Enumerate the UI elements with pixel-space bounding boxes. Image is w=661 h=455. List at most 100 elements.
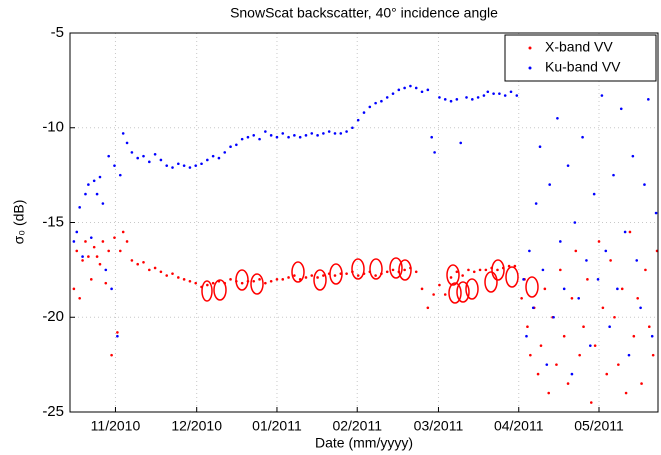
point bbox=[455, 98, 459, 101]
point bbox=[640, 382, 643, 385]
point bbox=[552, 315, 555, 319]
point bbox=[566, 164, 570, 167]
point bbox=[153, 266, 157, 270]
point bbox=[385, 270, 389, 274]
point bbox=[650, 334, 654, 338]
point bbox=[414, 86, 418, 90]
point bbox=[142, 154, 145, 158]
ellipse bbox=[250, 273, 264, 295]
point bbox=[310, 274, 314, 277]
point bbox=[548, 183, 551, 186]
point bbox=[385, 96, 389, 99]
point bbox=[639, 306, 642, 310]
point bbox=[101, 202, 105, 205]
point bbox=[89, 236, 93, 239]
point bbox=[430, 135, 433, 139]
point bbox=[631, 154, 635, 158]
point bbox=[130, 259, 134, 262]
point bbox=[498, 92, 501, 95]
point bbox=[287, 135, 290, 139]
point bbox=[528, 249, 531, 253]
point bbox=[75, 249, 79, 253]
point bbox=[391, 268, 395, 272]
point bbox=[264, 281, 267, 285]
point bbox=[159, 158, 163, 162]
point bbox=[107, 154, 110, 158]
point bbox=[121, 132, 125, 135]
y-tick-label: -10 bbox=[42, 119, 64, 136]
point bbox=[525, 334, 528, 338]
point bbox=[471, 98, 474, 101]
point bbox=[414, 270, 418, 274]
point bbox=[304, 276, 308, 279]
point bbox=[281, 278, 285, 281]
point bbox=[275, 135, 279, 139]
ellipse bbox=[505, 266, 519, 288]
point bbox=[81, 259, 84, 262]
point bbox=[104, 281, 108, 285]
point bbox=[461, 274, 464, 277]
point bbox=[136, 156, 139, 160]
point bbox=[409, 84, 412, 88]
point bbox=[596, 278, 600, 281]
point bbox=[509, 90, 513, 94]
ellipse bbox=[456, 281, 470, 303]
point bbox=[543, 287, 547, 291]
point bbox=[556, 116, 559, 120]
point bbox=[356, 274, 360, 277]
point bbox=[581, 135, 584, 139]
y-tick-label: -20 bbox=[42, 308, 64, 325]
point bbox=[617, 363, 620, 366]
point bbox=[635, 259, 639, 262]
point bbox=[298, 135, 302, 139]
point bbox=[223, 151, 227, 154]
plot-frame bbox=[69, 32, 659, 413]
point bbox=[87, 255, 90, 258]
point bbox=[632, 334, 636, 338]
point bbox=[194, 281, 198, 285]
point bbox=[72, 240, 76, 243]
point bbox=[316, 134, 319, 137]
ellipse bbox=[446, 264, 460, 286]
point bbox=[116, 334, 119, 338]
point bbox=[589, 344, 592, 347]
point bbox=[628, 230, 632, 234]
point bbox=[574, 249, 578, 253]
point bbox=[258, 278, 261, 281]
point bbox=[177, 162, 180, 166]
x-tick-label: 03/2011 bbox=[414, 418, 464, 434]
point bbox=[403, 86, 406, 90]
point bbox=[613, 315, 616, 319]
point bbox=[153, 152, 157, 156]
point bbox=[81, 255, 84, 258]
point bbox=[368, 105, 372, 109]
point bbox=[496, 268, 499, 272]
point bbox=[293, 134, 296, 137]
x-tick-label: 12/2010 bbox=[171, 418, 222, 434]
point bbox=[651, 353, 655, 357]
point bbox=[165, 164, 169, 167]
y-tick-label: -25 bbox=[42, 403, 64, 420]
point bbox=[403, 268, 406, 272]
point bbox=[589, 401, 593, 404]
point bbox=[246, 135, 250, 139]
point bbox=[609, 259, 612, 262]
point bbox=[229, 145, 232, 148]
point bbox=[121, 230, 125, 234]
point bbox=[269, 279, 273, 283]
point bbox=[177, 276, 180, 279]
point bbox=[130, 151, 134, 154]
point bbox=[570, 297, 574, 300]
point bbox=[459, 141, 463, 145]
point bbox=[101, 240, 105, 243]
point bbox=[98, 262, 102, 266]
ellipse bbox=[201, 280, 213, 302]
legend-label: Ku-band VV bbox=[545, 59, 621, 75]
ellipse bbox=[389, 257, 403, 279]
x-tick-label: 05/2011 bbox=[574, 418, 624, 434]
point bbox=[555, 363, 558, 366]
point bbox=[597, 240, 601, 243]
point bbox=[125, 141, 129, 145]
point bbox=[644, 268, 647, 272]
